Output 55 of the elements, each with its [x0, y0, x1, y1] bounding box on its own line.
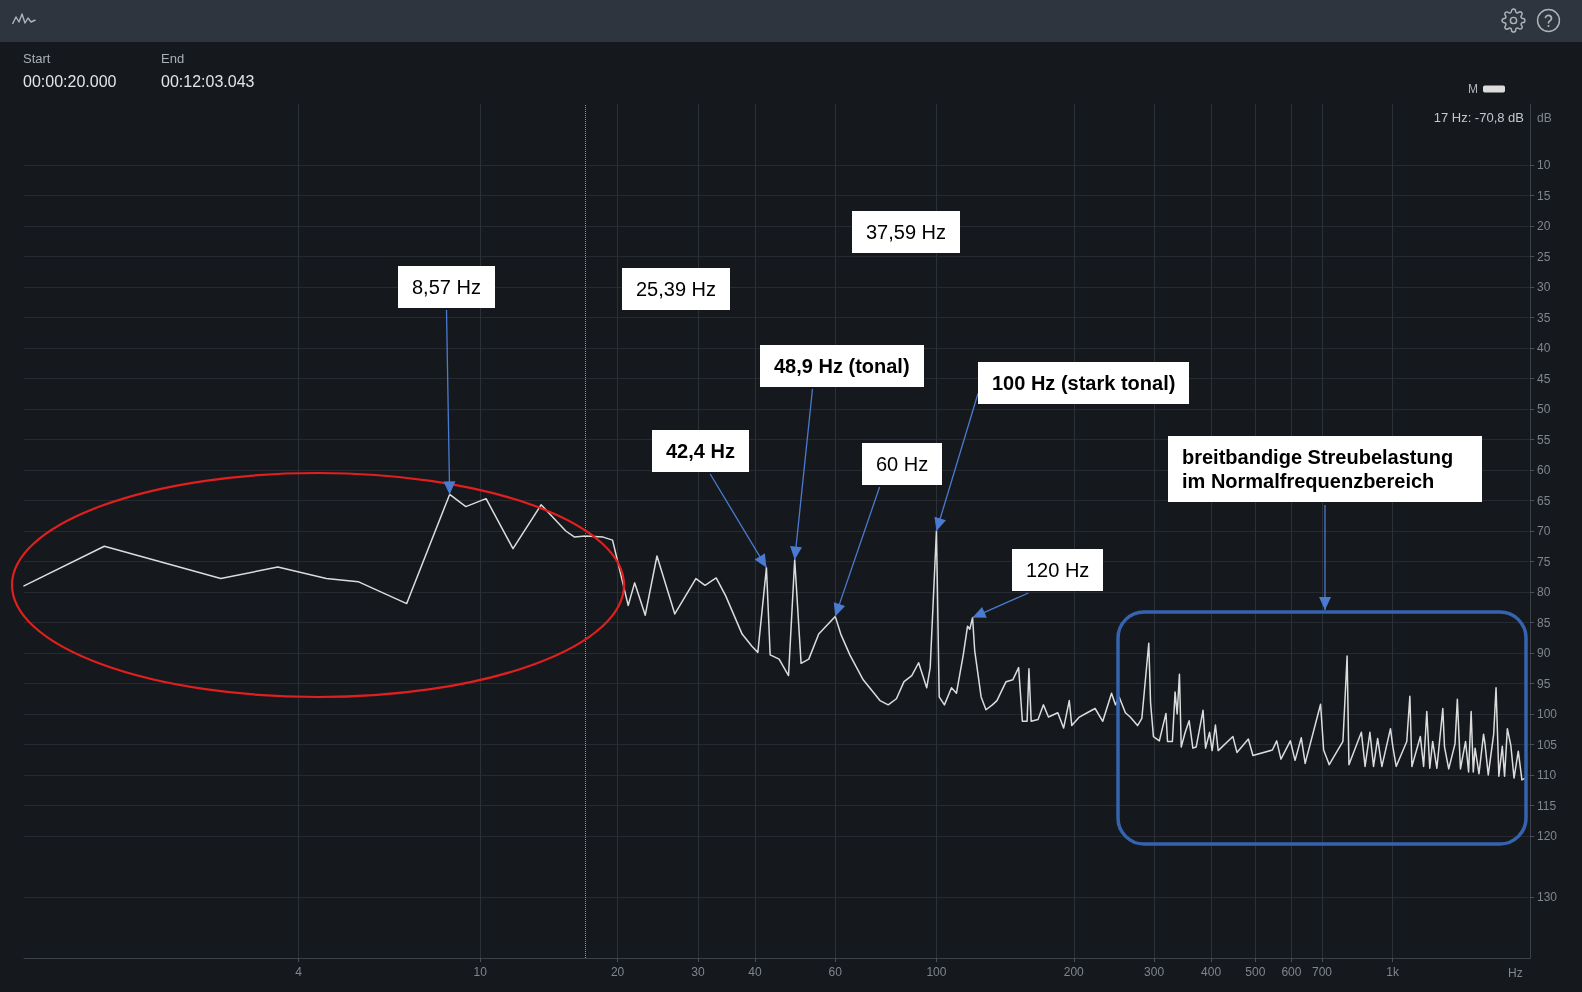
x-tick-label: 700: [1311, 965, 1333, 979]
y-tick-label: 100: [1537, 707, 1558, 721]
x-axis-title: Hz: [1508, 966, 1523, 980]
x-tick-label: 200: [1063, 965, 1085, 979]
y-tick-label: 40: [1537, 341, 1551, 355]
x-tick-label: 40: [748, 965, 762, 979]
y-tick-label: 55: [1537, 432, 1551, 447]
y-tick-label: 70: [1537, 524, 1551, 538]
text: 00:00:20.000: [23, 73, 117, 91]
y-tick-label: 130: [1537, 890, 1558, 904]
y-tick-label: 80: [1537, 585, 1551, 599]
x-tick-label: 1k: [1386, 965, 1400, 979]
x-tick-label: 20: [610, 965, 625, 979]
annotation: 48,9 Hz (tonal): [760, 345, 924, 387]
y-tick-label: 15: [1537, 188, 1551, 203]
y-tick-label: 115: [1537, 798, 1557, 813]
y-tick-label: 85: [1537, 615, 1551, 630]
y-tick-label: 95: [1537, 676, 1551, 691]
y-tick-label: 110: [1537, 768, 1557, 782]
y-tick-label: 30: [1537, 280, 1551, 294]
annotation: 60 Hz: [862, 443, 943, 485]
x-tick-label: 600: [1281, 965, 1302, 979]
x-tick-label: 30: [691, 965, 705, 979]
y-tick-label: 20: [1537, 219, 1551, 233]
text: 00:12:03.043: [161, 73, 255, 91]
annotation: 8,57 Hz: [398, 266, 495, 308]
x-tick-label: 60: [828, 965, 843, 979]
y-tick-label: 50: [1537, 402, 1551, 416]
x-tick-label: 300: [1144, 965, 1165, 979]
y-tick-label: 25: [1537, 249, 1551, 264]
text: Start: [23, 51, 51, 66]
x-tick-label: 400: [1201, 965, 1222, 979]
annotation: breitbandige Streubelastung im Normalfrequenzbereich: [1168, 436, 1482, 502]
y-axis-title: dB: [1537, 111, 1552, 125]
y-tick-label: 35: [1537, 310, 1551, 325]
y-tick-label: 60: [1537, 463, 1551, 477]
y-tick-label: 120: [1537, 829, 1558, 843]
y-tick-label: 10: [1537, 158, 1551, 172]
y-tick-label: 105: [1537, 737, 1558, 752]
y-tick-label: 65: [1537, 493, 1551, 508]
x-tick-label: 500: [1245, 965, 1266, 979]
y-tick-label: 90: [1537, 646, 1551, 660]
text: End: [161, 51, 185, 66]
x-tick-label: 100: [926, 965, 947, 979]
annotation: 17 Hz: -70,8 dB: [1433, 110, 1524, 125]
y-tick-label: 75: [1537, 554, 1551, 569]
x-tick-label: 10: [473, 965, 488, 979]
annotation: 42,4 Hz: [652, 430, 749, 472]
annotation: 100 Hz (stark tonal): [978, 362, 1190, 404]
annotation: 120 Hz: [1012, 549, 1104, 591]
annotation: 37,59 Hz: [852, 211, 961, 253]
legend-label: M: [1468, 82, 1478, 96]
x-tick-label: 4: [295, 965, 303, 979]
y-tick-label: 45: [1537, 371, 1551, 386]
annotation: 25,39 Hz: [622, 268, 731, 310]
